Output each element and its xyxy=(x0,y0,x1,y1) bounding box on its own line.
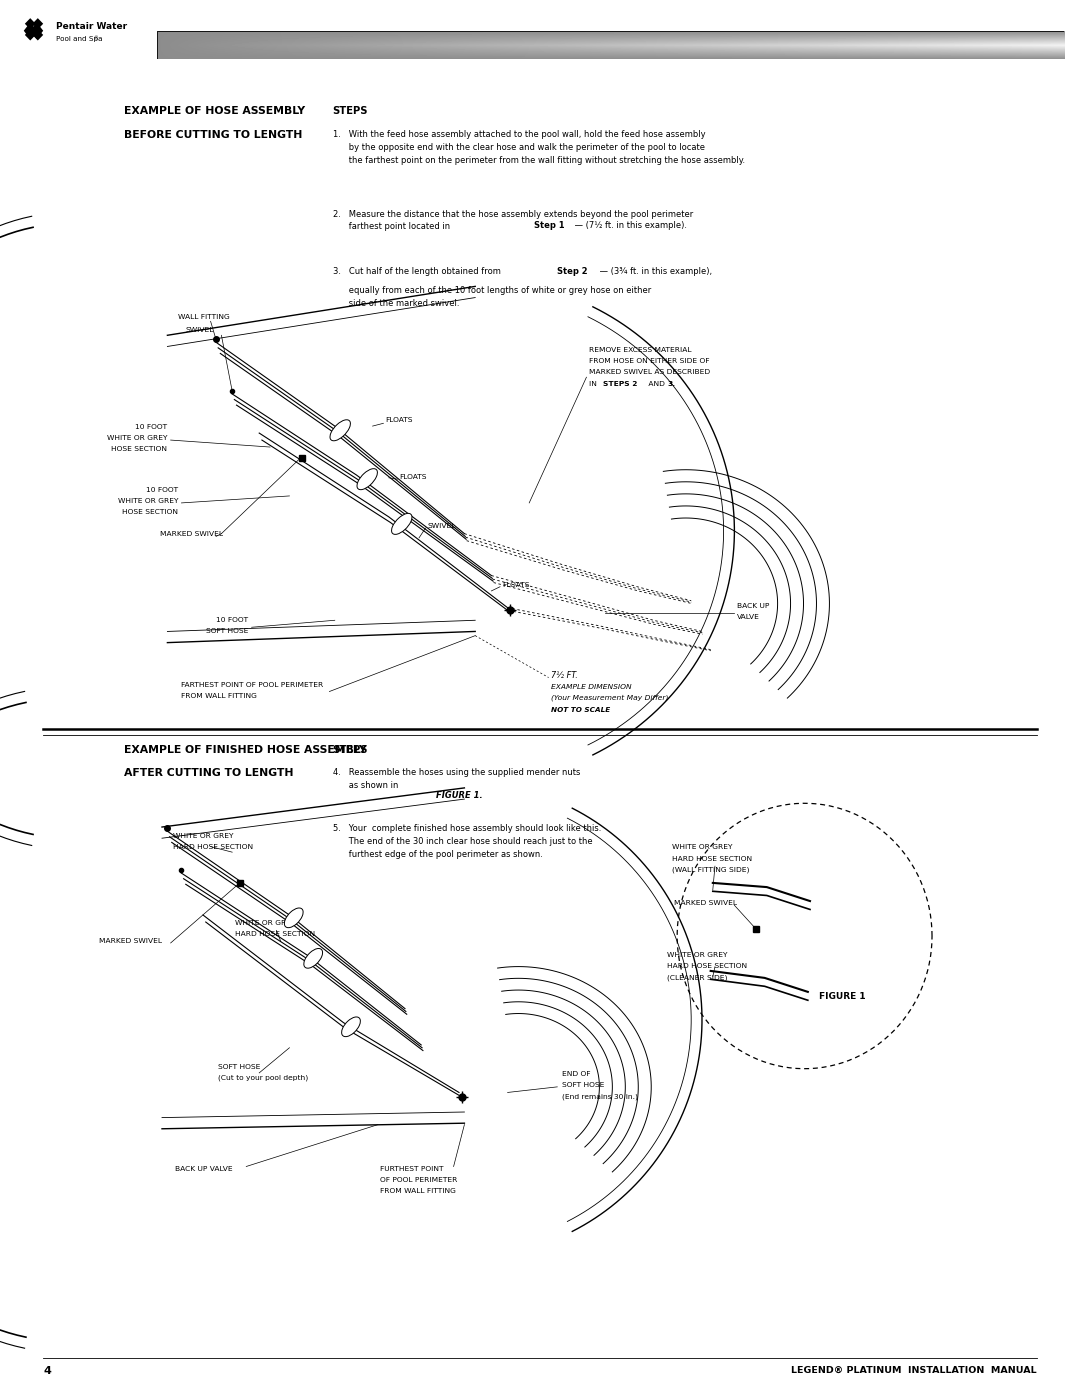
Text: 3.   Cut half of the length obtained from: 3. Cut half of the length obtained from xyxy=(333,267,503,275)
Text: WALL FITTING: WALL FITTING xyxy=(178,313,230,320)
Text: 10 FOOT: 10 FOOT xyxy=(216,616,248,623)
Text: HARD HOSE SECTION: HARD HOSE SECTION xyxy=(235,930,315,937)
Text: FIGURE 1: FIGURE 1 xyxy=(819,992,865,1000)
Text: EXAMPLE OF HOSE ASSEMBLY: EXAMPLE OF HOSE ASSEMBLY xyxy=(124,106,306,116)
Text: BACK UP VALVE: BACK UP VALVE xyxy=(175,1165,232,1172)
Text: SOFT HOSE: SOFT HOSE xyxy=(562,1081,604,1088)
Text: MARKED SWIVEL: MARKED SWIVEL xyxy=(674,900,737,907)
Ellipse shape xyxy=(341,1017,361,1037)
Text: EXAMPLE DIMENSION: EXAMPLE DIMENSION xyxy=(551,683,632,690)
Text: (Your Measurement May Differ): (Your Measurement May Differ) xyxy=(551,694,669,701)
Text: Step 2: Step 2 xyxy=(557,267,588,275)
Text: 10 FOOT: 10 FOOT xyxy=(146,486,178,493)
Text: BEFORE CUTTING TO LENGTH: BEFORE CUTTING TO LENGTH xyxy=(124,130,302,140)
Text: EXAMPLE OF FINISHED HOSE ASSEMBLY: EXAMPLE OF FINISHED HOSE ASSEMBLY xyxy=(124,745,367,754)
Polygon shape xyxy=(32,29,43,41)
Text: 4: 4 xyxy=(43,1366,51,1376)
Text: FROM HOSE ON EITHER SIDE OF: FROM HOSE ON EITHER SIDE OF xyxy=(589,358,710,365)
Ellipse shape xyxy=(357,468,377,490)
Text: MARKED SWIVEL AS DESCRIBED: MARKED SWIVEL AS DESCRIBED xyxy=(589,369,710,376)
Text: SWIVEL: SWIVEL xyxy=(186,327,214,334)
Polygon shape xyxy=(24,22,37,39)
Text: 5.   Your  complete finished hose assembly should look like this.
      The end : 5. Your complete finished hose assembly … xyxy=(333,824,600,859)
Text: (CLEANER SIDE): (CLEANER SIDE) xyxy=(667,974,728,981)
Text: AND: AND xyxy=(646,380,667,387)
Text: FARTHEST POINT OF POOL PERIMETER: FARTHEST POINT OF POOL PERIMETER xyxy=(181,682,324,689)
Text: equally from each of the 10 foot lengths of white or grey hose on either
      s: equally from each of the 10 foot lengths… xyxy=(333,286,651,309)
Text: STEPS 2: STEPS 2 xyxy=(603,380,637,387)
Text: WHITE OR GREY: WHITE OR GREY xyxy=(173,833,233,840)
Text: FLOATS: FLOATS xyxy=(386,416,413,423)
Text: WHITE OR GREY: WHITE OR GREY xyxy=(118,497,178,504)
Text: — (3¾ ft. in this example),: — (3¾ ft. in this example), xyxy=(597,267,713,275)
Text: VALVE: VALVE xyxy=(737,613,759,620)
Text: ®: ® xyxy=(93,36,97,42)
Text: 4.   Reassemble the hoses using the supplied mender nuts
      as shown in: 4. Reassemble the hoses using the suppli… xyxy=(333,768,580,791)
Text: (End remains 30 in.): (End remains 30 in.) xyxy=(562,1092,637,1099)
Text: REMOVE EXCESS MATERIAL: REMOVE EXCESS MATERIAL xyxy=(589,346,691,353)
Text: 2.   Measure the distance that the hose assembly extends beyond the pool perimet: 2. Measure the distance that the hose as… xyxy=(333,210,693,232)
Ellipse shape xyxy=(330,419,350,441)
Text: FURTHEST POINT: FURTHEST POINT xyxy=(380,1165,444,1172)
Text: STEPS: STEPS xyxy=(333,106,368,116)
Text: OF POOL PERIMETER: OF POOL PERIMETER xyxy=(380,1176,458,1183)
Text: WHITE OR GREY: WHITE OR GREY xyxy=(107,434,167,441)
Ellipse shape xyxy=(303,949,323,968)
Text: LEGEND® PLATINUM  INSTALLATION  MANUAL: LEGEND® PLATINUM INSTALLATION MANUAL xyxy=(792,1366,1037,1375)
Text: Pool and Spa: Pool and Spa xyxy=(56,36,103,42)
Polygon shape xyxy=(30,22,43,39)
Text: WHITE OR GREY: WHITE OR GREY xyxy=(672,844,732,851)
Text: FIGURE 1.: FIGURE 1. xyxy=(436,791,483,799)
Text: HOSE SECTION: HOSE SECTION xyxy=(122,509,178,515)
Text: END OF: END OF xyxy=(562,1070,590,1077)
Text: FROM WALL FITTING: FROM WALL FITTING xyxy=(380,1187,456,1194)
Text: — (7½ ft. in this example).: — (7½ ft. in this example). xyxy=(572,221,687,231)
Ellipse shape xyxy=(392,513,411,535)
Polygon shape xyxy=(25,29,36,41)
Text: 3.: 3. xyxy=(667,380,676,387)
Text: SOFT HOSE: SOFT HOSE xyxy=(206,627,248,634)
Text: MARKED SWIVEL: MARKED SWIVEL xyxy=(99,937,162,944)
Polygon shape xyxy=(25,18,36,29)
Text: Step 1: Step 1 xyxy=(534,221,564,231)
Ellipse shape xyxy=(284,908,303,928)
Text: MARKED SWIVEL: MARKED SWIVEL xyxy=(160,531,222,538)
Text: FLOATS: FLOATS xyxy=(400,474,427,481)
Text: (WALL FITTING SIDE): (WALL FITTING SIDE) xyxy=(672,866,750,873)
Text: (Cut to your pool depth): (Cut to your pool depth) xyxy=(218,1074,309,1081)
Text: WHITE OR GREY: WHITE OR GREY xyxy=(235,919,296,926)
Text: 7½ FT.: 7½ FT. xyxy=(551,671,578,679)
Text: IN: IN xyxy=(589,380,598,387)
Text: 1.   With the feed hose assembly attached to the pool wall, hold the feed hose a: 1. With the feed hose assembly attached … xyxy=(333,130,745,165)
Text: SWIVEL: SWIVEL xyxy=(428,522,456,529)
Text: AFTER CUTTING TO LENGTH: AFTER CUTTING TO LENGTH xyxy=(124,768,294,778)
Text: HARD HOSE SECTION: HARD HOSE SECTION xyxy=(672,855,752,862)
Text: FLOATS: FLOATS xyxy=(502,581,529,588)
Polygon shape xyxy=(32,18,43,29)
Text: HOSE SECTION: HOSE SECTION xyxy=(111,446,167,453)
Text: HARD HOSE SECTION: HARD HOSE SECTION xyxy=(173,844,253,851)
Text: NOT TO SCALE: NOT TO SCALE xyxy=(551,707,610,714)
Text: BACK UP: BACK UP xyxy=(737,602,769,609)
Text: FROM WALL FITTING: FROM WALL FITTING xyxy=(181,693,257,700)
Text: STEPS: STEPS xyxy=(333,745,368,754)
Text: Pentair Water: Pentair Water xyxy=(56,22,127,31)
Text: HARD HOSE SECTION: HARD HOSE SECTION xyxy=(667,963,747,970)
Text: 10 FOOT: 10 FOOT xyxy=(135,423,167,430)
Text: WHITE OR GREY: WHITE OR GREY xyxy=(667,951,728,958)
Text: SOFT HOSE: SOFT HOSE xyxy=(218,1063,260,1070)
